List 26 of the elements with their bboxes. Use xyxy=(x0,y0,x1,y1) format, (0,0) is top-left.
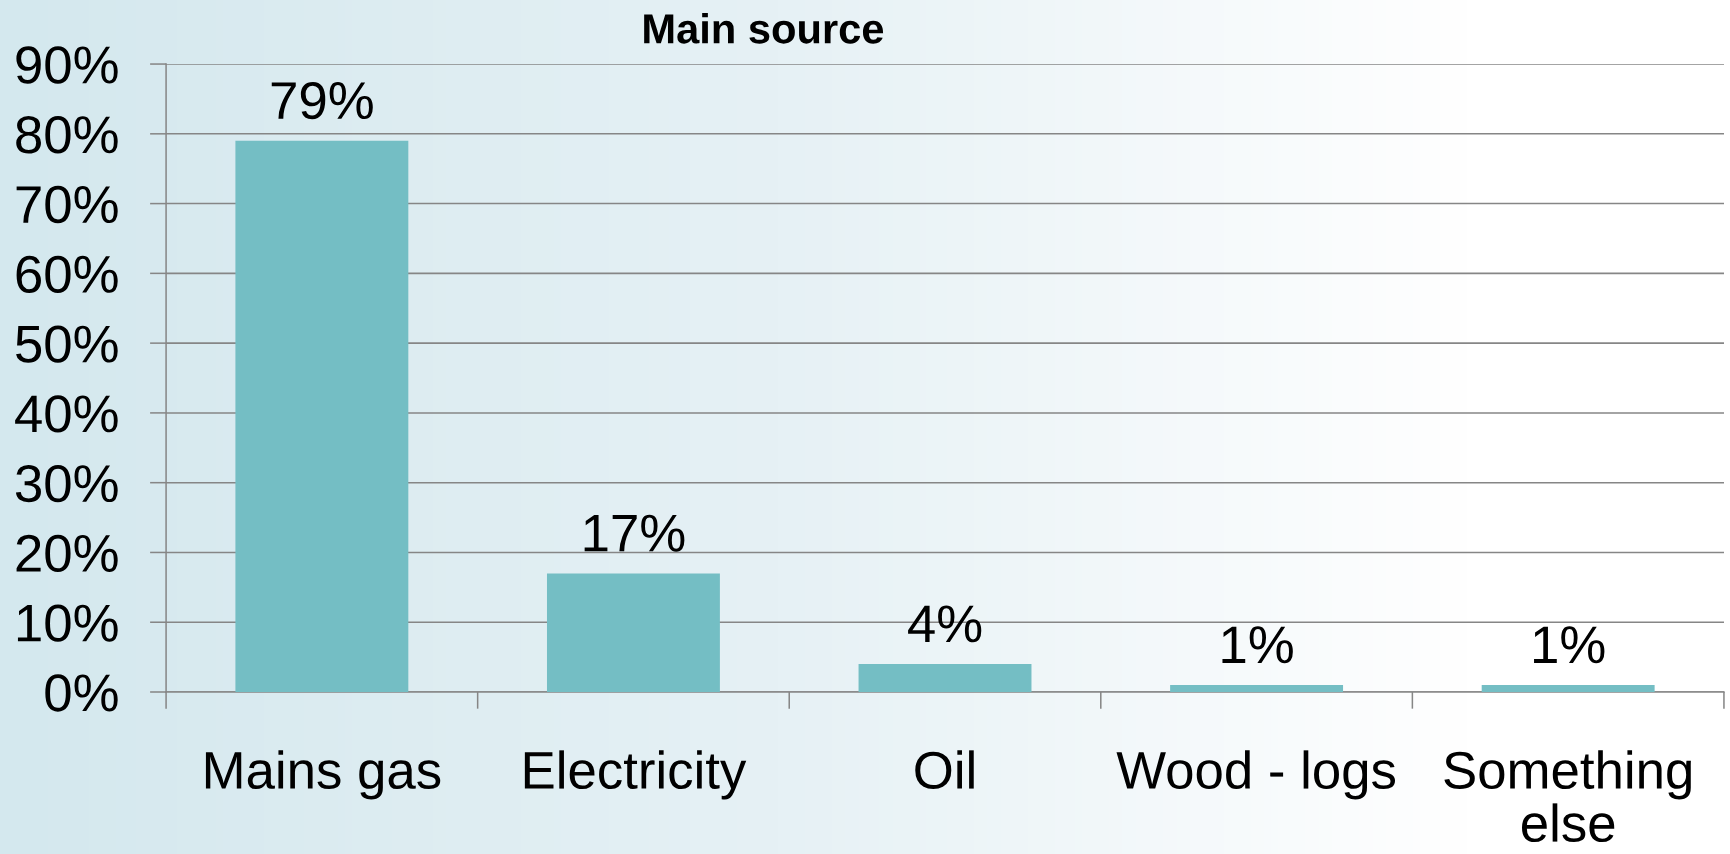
y-tick-label: 80% xyxy=(16,116,118,154)
y-tick-label: 0% xyxy=(45,674,118,712)
data-label: 4% xyxy=(908,605,982,643)
y-tick-label: 30% xyxy=(15,464,118,503)
bar xyxy=(235,140,409,692)
bar xyxy=(858,664,1032,692)
data-label: 1% xyxy=(1222,626,1293,664)
data-label: 79% xyxy=(271,81,373,120)
data-label: 17% xyxy=(584,514,685,552)
chart-title: Main source xyxy=(644,13,884,44)
x-tick-label: Wood - logs xyxy=(1116,750,1396,800)
bar xyxy=(1170,685,1344,692)
x-tick-label: Something else xyxy=(1444,750,1691,843)
y-tick-label: 50% xyxy=(16,325,118,363)
x-tick-label: Oil xyxy=(915,750,974,790)
y-tick-label: 70% xyxy=(16,185,118,224)
y-tick-label: 10% xyxy=(17,604,118,642)
y-tick-label: 20% xyxy=(16,534,118,573)
data-label: 1% xyxy=(1534,626,1605,664)
y-tick-label: 60% xyxy=(16,255,118,294)
x-tick-label: Mains gas xyxy=(205,750,441,800)
bar xyxy=(546,573,720,692)
x-tick-label: Electricity xyxy=(524,750,747,800)
y-tick-label: 40% xyxy=(15,395,118,433)
bar xyxy=(1481,685,1655,692)
y-tick-label: 90% xyxy=(16,46,118,84)
